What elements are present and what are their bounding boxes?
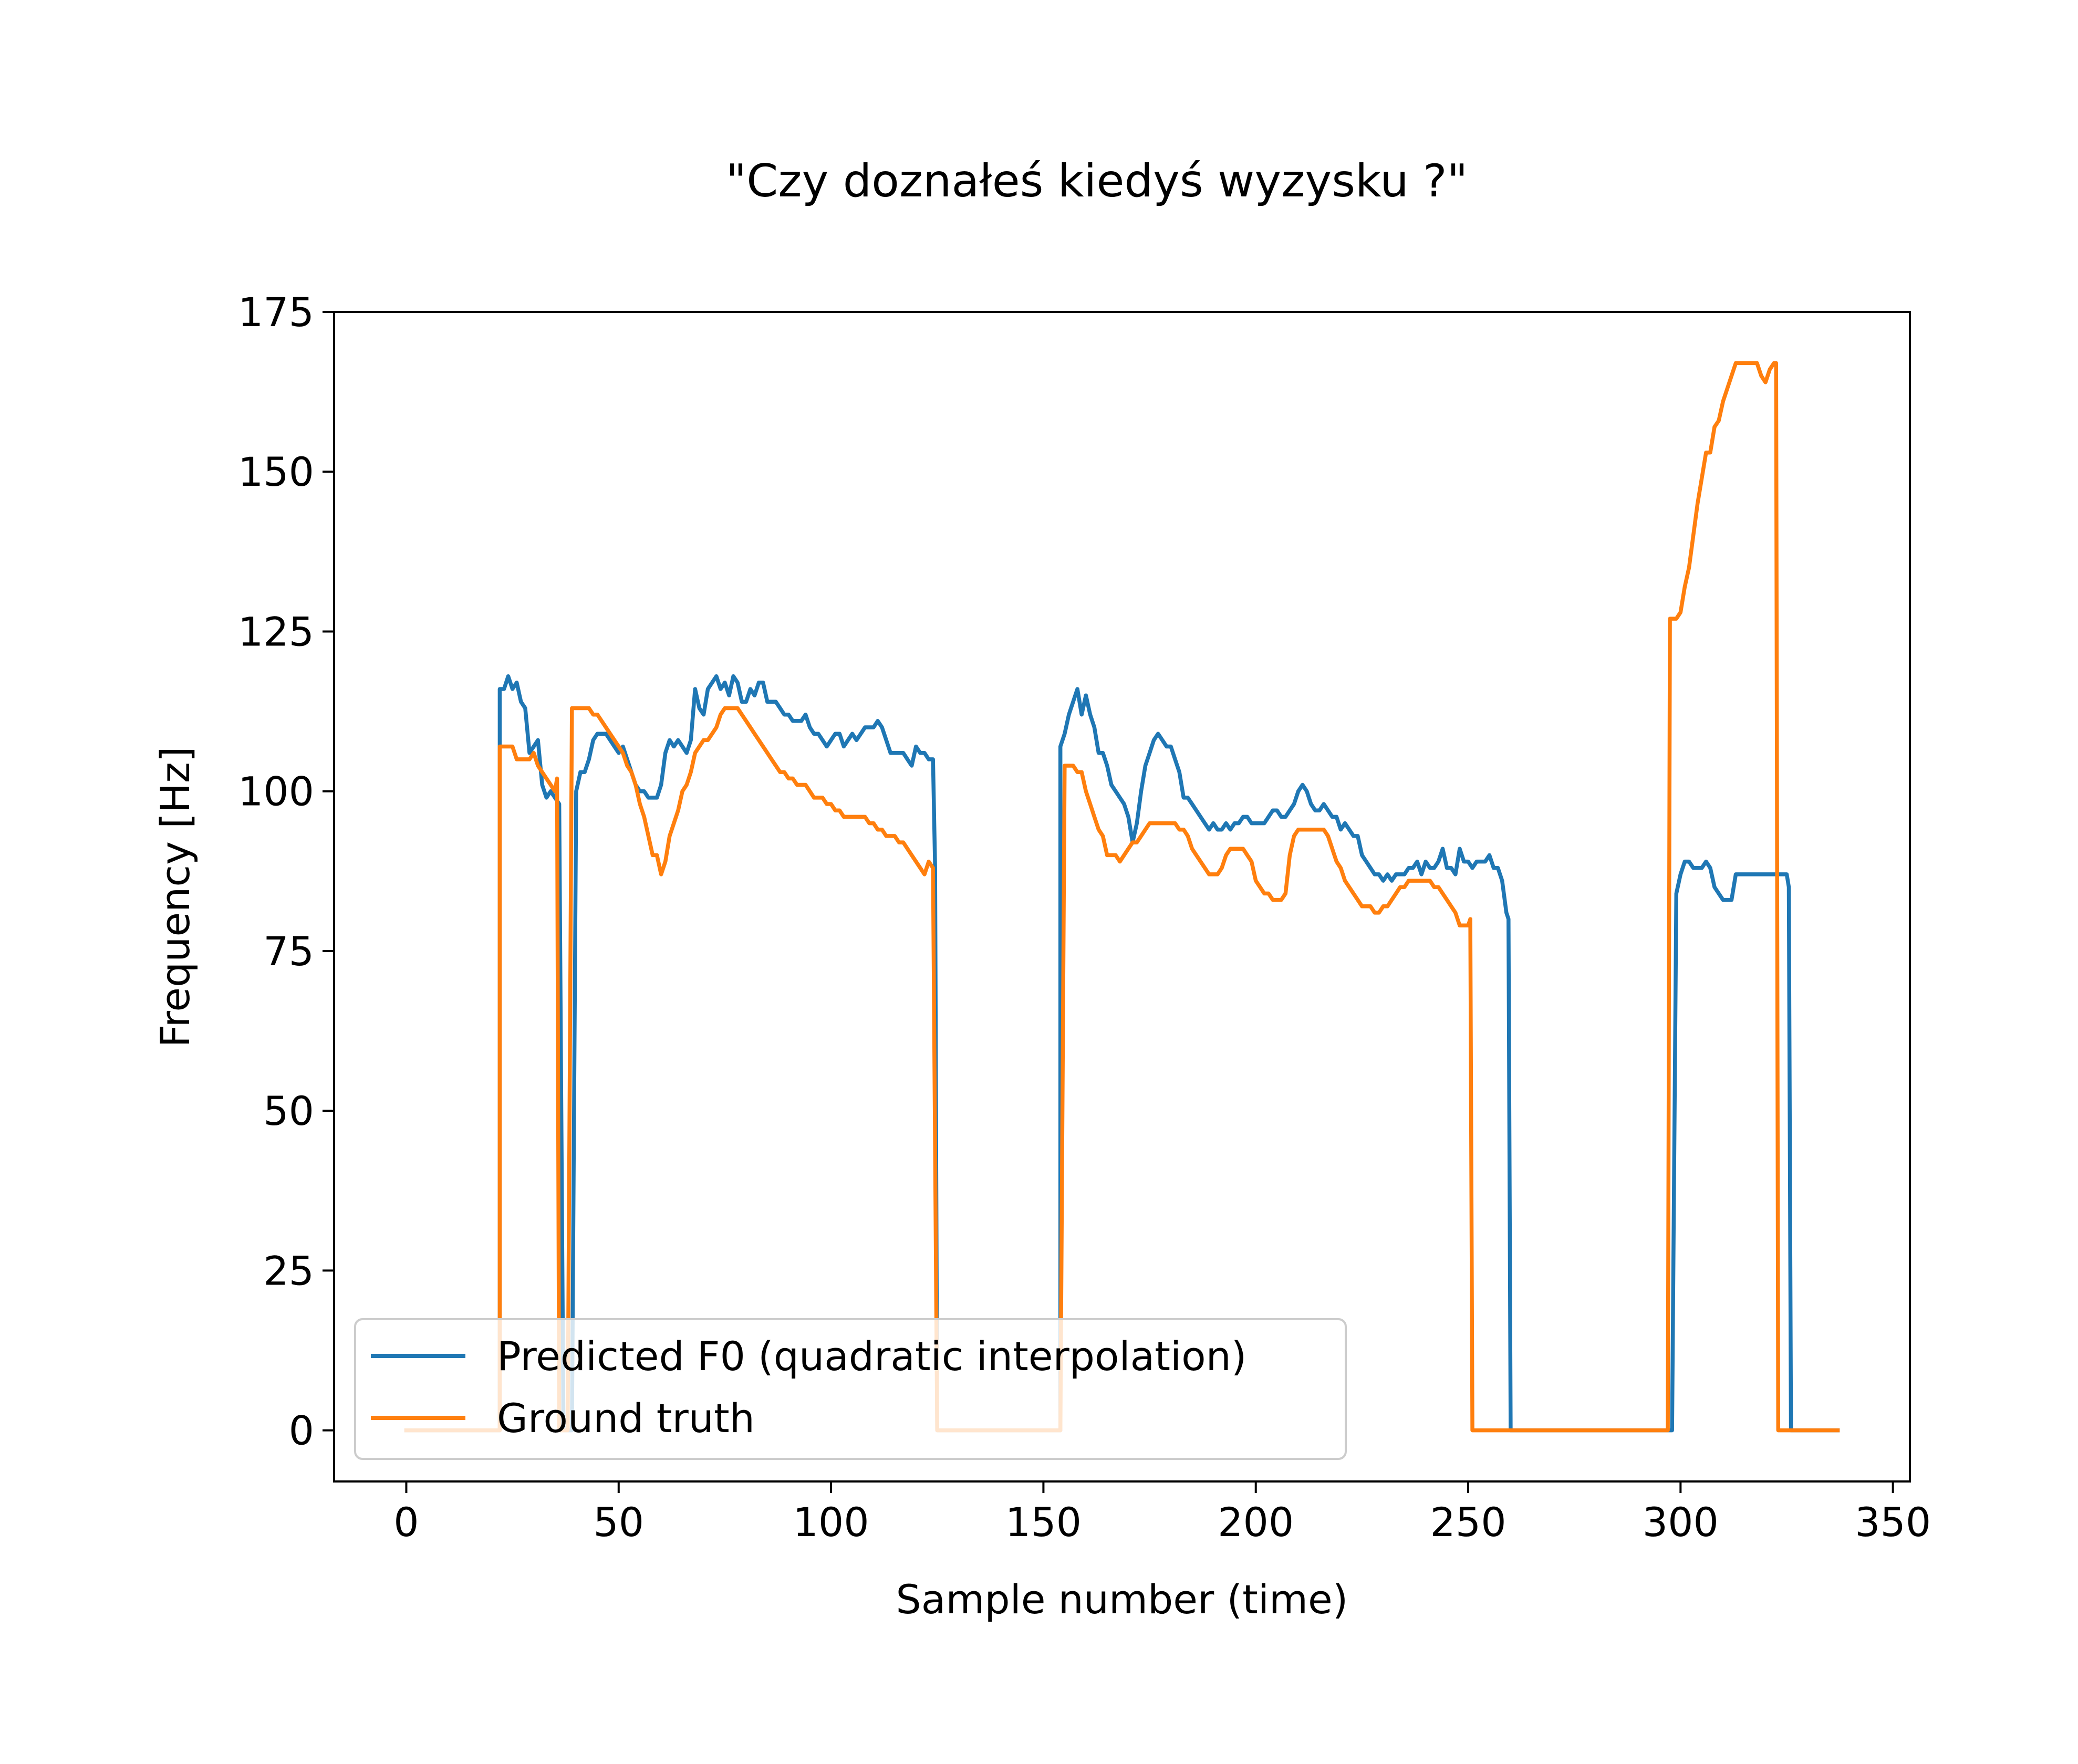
x-tick-label: 300 [1643, 1499, 1719, 1546]
x-tick-label: 0 [393, 1499, 419, 1546]
y-tick-label: 25 [263, 1247, 314, 1294]
y-tick-label: 175 [238, 289, 314, 336]
x-tick-label: 200 [1218, 1499, 1294, 1546]
x-tick-label: 50 [593, 1499, 644, 1546]
x-tick-label: 100 [793, 1499, 869, 1546]
x-tick-label: 350 [1855, 1499, 1931, 1546]
y-tick-label: 75 [263, 928, 314, 975]
y-tick-label: 150 [238, 448, 314, 495]
legend-box [354, 1318, 1347, 1460]
x-axis-label: Sample number (time) [896, 1576, 1348, 1623]
y-tick-label: 0 [289, 1407, 314, 1454]
legend: Predicted F0 (quadratic interpolation) G… [354, 1318, 1347, 1460]
series-line-ground-truth [404, 361, 1840, 1433]
y-tick-label: 125 [238, 608, 314, 655]
y-axis-ticks: 0 25 50 75 100 125 150 175 [238, 289, 334, 1454]
x-tick-label: 150 [1005, 1499, 1082, 1546]
axes-frame [333, 311, 1911, 1483]
chart-title: "Czy doznałeś kiedyś wyzysku ?" [726, 155, 1468, 207]
legend-label-ground-truth: Ground truth [497, 1395, 755, 1442]
x-tick-label: 250 [1430, 1499, 1506, 1546]
y-tick-label: 50 [263, 1088, 314, 1134]
series-line-predicted [404, 674, 1840, 1433]
legend-label-predicted: Predicted F0 (quadratic interpolation) [497, 1333, 1246, 1380]
y-axis-label: Frequency [Hz] [152, 746, 199, 1047]
series-layer [404, 361, 1840, 1433]
y-tick-label: 100 [238, 768, 314, 815]
plot-area [334, 312, 1910, 1481]
x-axis-ticks: 0 50 100 150 200 250 300 350 [393, 1481, 1931, 1546]
